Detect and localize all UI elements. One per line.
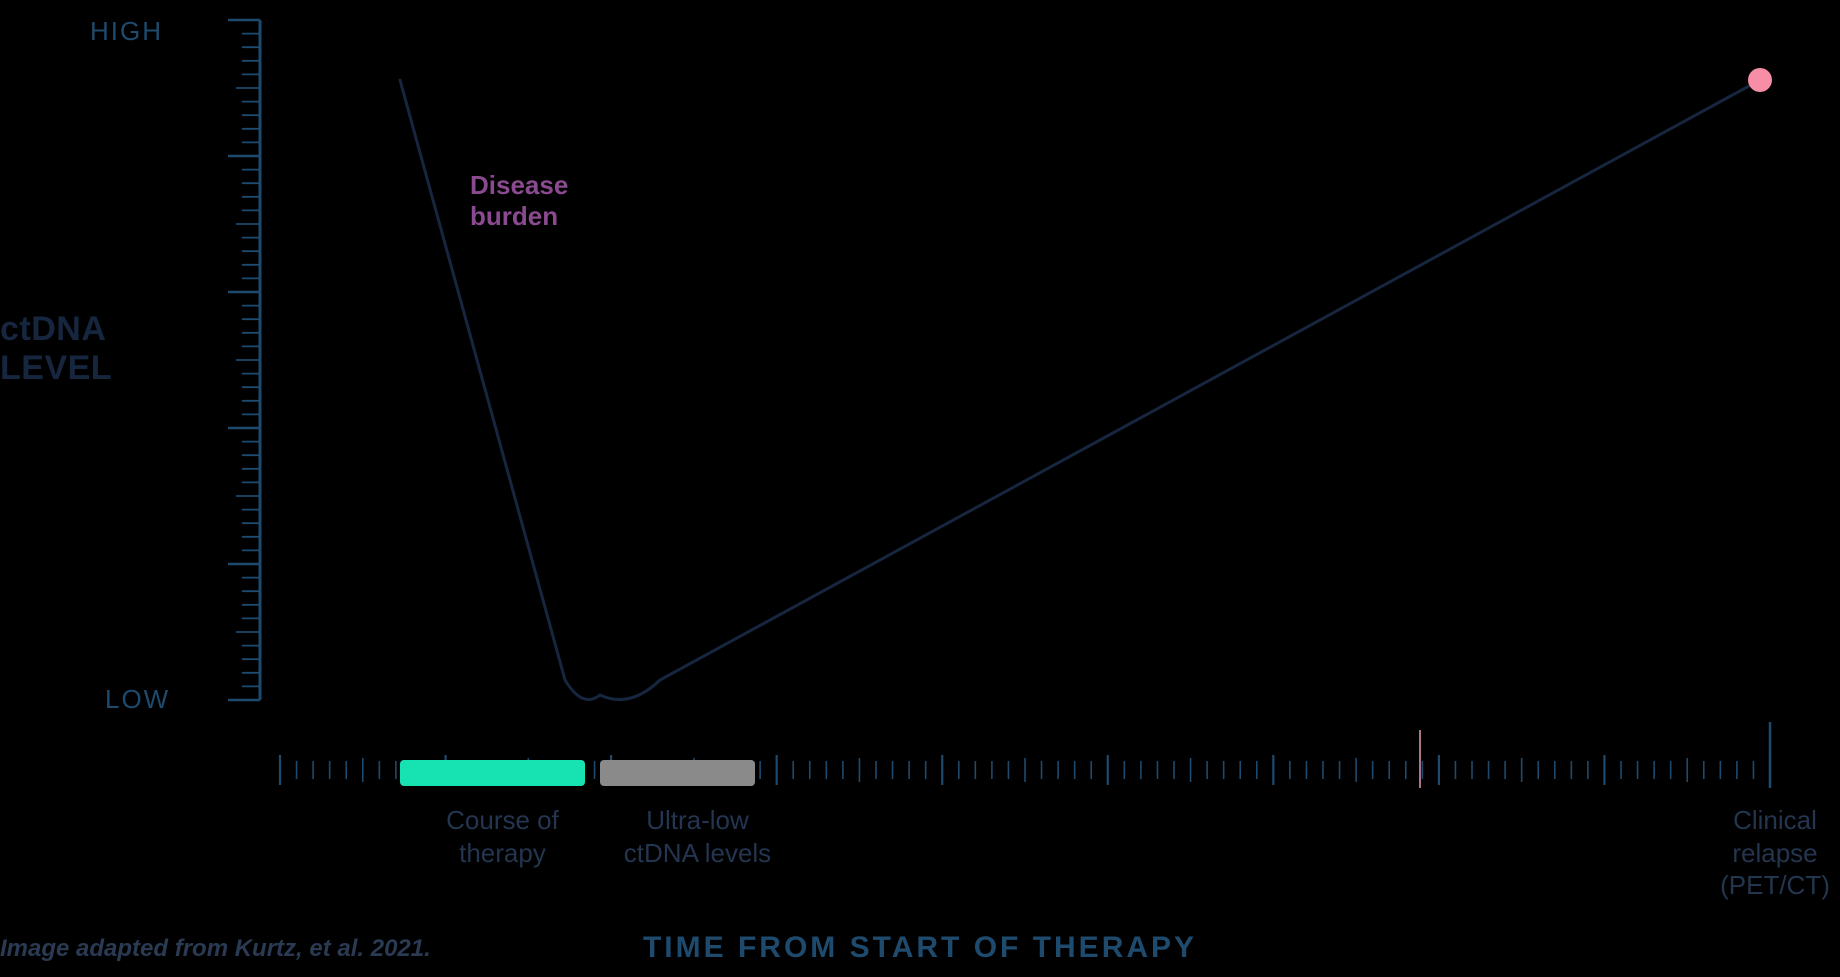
disease-burden-curve	[400, 80, 1760, 700]
label-therapy-line2: therapy	[459, 838, 546, 868]
yaxis-high-label: HIGH	[90, 16, 163, 47]
yaxis-low-label: LOW	[105, 684, 170, 715]
label-ultra-low: Ultra-low ctDNA levels	[590, 804, 805, 869]
chart-stage: HIGH LOW ctDNA LEVEL Disease burden Cour…	[0, 0, 1840, 977]
label-relapse-line2: relapse	[1732, 838, 1817, 868]
label-therapy-line1: Course of	[446, 805, 559, 835]
yaxis-title-line1: ctDNA	[0, 310, 106, 348]
disease-burden-line1: Disease	[470, 170, 568, 200]
ultra-low-bar	[600, 760, 755, 786]
chart-svg	[0, 0, 1840, 977]
label-relapse-line1: Clinical	[1733, 805, 1817, 835]
yaxis-title-line2: LEVEL	[0, 349, 112, 387]
attribution-text: Image adapted from Kurtz, et al. 2021.	[0, 935, 431, 963]
yaxis-title: ctDNA LEVEL	[0, 310, 112, 388]
course-of-therapy-bar	[400, 760, 585, 786]
label-ultralow-line1: Ultra-low	[646, 805, 749, 835]
label-relapse-line3: (PET/CT)	[1720, 870, 1830, 900]
disease-burden-label: Disease burden	[470, 170, 568, 232]
clinical-relapse-dot-icon	[1748, 68, 1772, 92]
label-ultralow-line2: ctDNA levels	[624, 838, 771, 868]
label-clinical-relapse: Clinical relapse (PET/CT)	[1685, 804, 1840, 902]
label-course-of-therapy: Course of therapy	[390, 804, 615, 869]
disease-burden-line2: burden	[470, 201, 558, 231]
